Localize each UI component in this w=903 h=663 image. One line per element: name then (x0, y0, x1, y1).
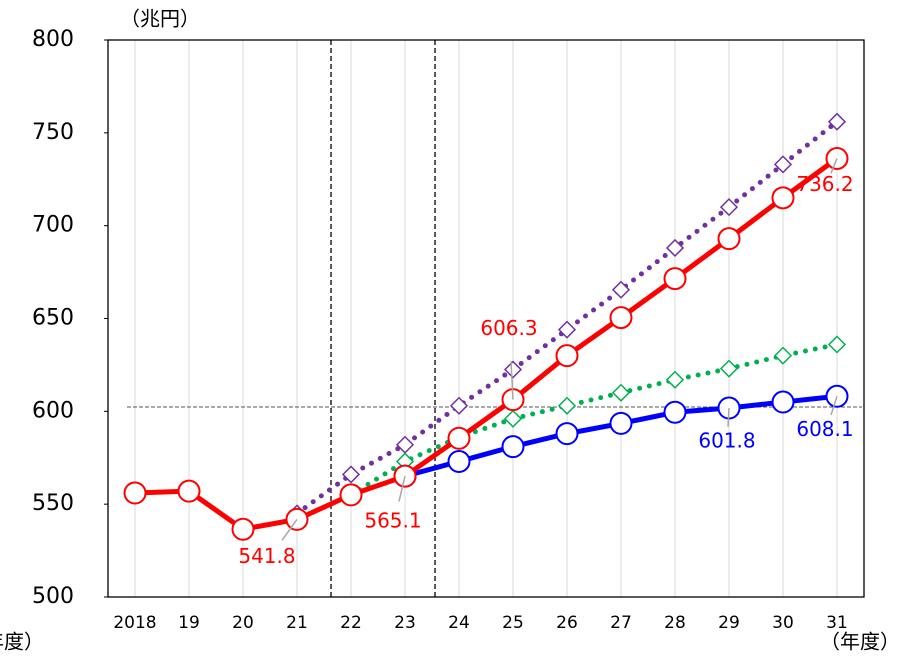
marker (663, 400, 687, 424)
x-tick-label: 20 (232, 613, 254, 633)
marker (717, 227, 741, 251)
x-tick-label: 25 (502, 613, 524, 633)
x-tick-label: 21 (286, 613, 308, 633)
marker (557, 320, 577, 339)
x-tick-label: 30 (772, 613, 794, 633)
data-label: 601.8 (698, 428, 755, 452)
y-axis-label: （兆円） (120, 7, 200, 31)
marker (231, 517, 255, 541)
y-tick-label: 700 (32, 213, 74, 238)
data-label: 541.8 (238, 544, 295, 568)
marker (719, 198, 739, 217)
leader-line (398, 475, 406, 502)
x-tick-label: 28 (664, 613, 686, 633)
marker (665, 238, 685, 258)
y-tick-label: 750 (32, 120, 74, 145)
marker (771, 186, 795, 210)
series-line (348, 341, 840, 498)
marker (663, 267, 687, 291)
marker (555, 344, 579, 368)
y-tick-label: 550 (32, 491, 74, 516)
data-label: 608.1 (796, 417, 853, 441)
x-axis-label-cut: （年度） (0, 630, 44, 654)
marker (341, 465, 361, 484)
marker (449, 396, 469, 415)
marker (447, 449, 471, 473)
y-tick-label: 500 (32, 584, 74, 609)
marker (501, 435, 525, 459)
y-tick-label: 600 (32, 398, 74, 423)
x-axis-label: （年度） (820, 630, 900, 654)
marker (719, 359, 739, 378)
marker (123, 481, 147, 505)
marker (447, 426, 471, 450)
marker (609, 411, 633, 435)
marker (609, 306, 633, 330)
data-label: 736.2 (796, 172, 853, 196)
leader-line (830, 396, 838, 416)
marker (339, 483, 363, 507)
data-label: 565.1 (364, 509, 421, 533)
marker (665, 370, 685, 389)
leader-line (830, 158, 838, 174)
leader-line (281, 518, 298, 541)
x-tick-label: 31 (826, 613, 848, 633)
marker (503, 360, 523, 379)
marker (773, 346, 793, 365)
marker (827, 112, 847, 131)
x-tick-label: 2018 (113, 613, 156, 633)
marker (503, 409, 523, 428)
x-tick-label: 22 (340, 613, 362, 633)
marker (771, 390, 795, 414)
marker (555, 422, 579, 446)
x-tick-label: 23 (394, 613, 416, 633)
marker (557, 396, 577, 415)
marker (773, 155, 793, 174)
marker (611, 280, 631, 299)
x-tick-label: 26 (556, 613, 578, 633)
y-tick-label: 800 (32, 27, 74, 52)
leader-line (727, 407, 730, 427)
marker (611, 383, 631, 402)
y-tick-label: 650 (32, 306, 74, 331)
marker (827, 335, 847, 354)
x-tick-label: 24 (448, 613, 470, 633)
x-tick-label: 27 (610, 613, 632, 633)
marker (177, 479, 201, 503)
leader-line (510, 361, 514, 400)
x-tick-label: 29 (718, 613, 740, 633)
x-tick-label: 19 (178, 613, 200, 633)
data-label: 606.3 (480, 316, 537, 340)
series-line (294, 119, 840, 516)
